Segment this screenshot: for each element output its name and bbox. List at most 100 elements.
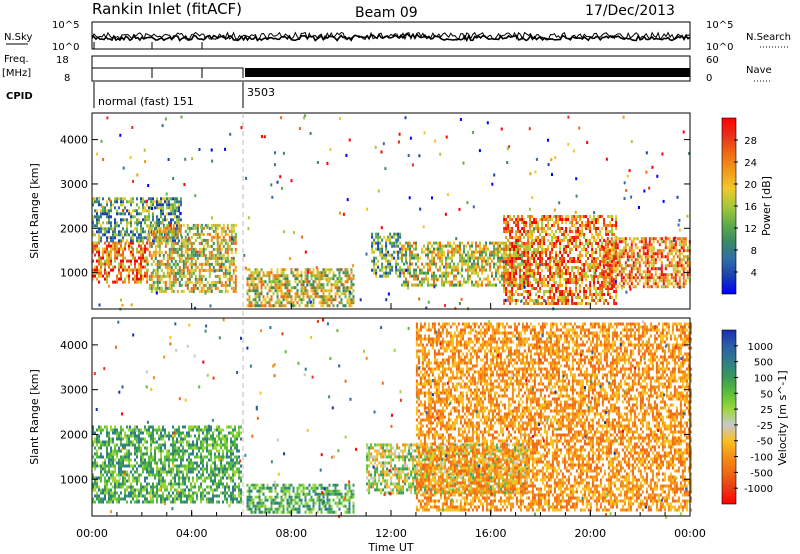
power-cell bbox=[593, 278, 596, 281]
power-cell bbox=[344, 274, 347, 278]
power-cell bbox=[326, 295, 329, 299]
power-cell bbox=[557, 299, 560, 302]
power-cell bbox=[156, 250, 159, 254]
power-cell bbox=[186, 250, 189, 254]
power-cell bbox=[130, 239, 132, 243]
power-cell bbox=[447, 253, 449, 257]
power-cell bbox=[575, 236, 578, 239]
power-cell bbox=[322, 289, 325, 293]
power-cell bbox=[511, 296, 514, 299]
freq-tick-top: 18 bbox=[56, 55, 69, 66]
power-cell bbox=[234, 274, 237, 278]
power-cell bbox=[461, 265, 463, 269]
power-cell bbox=[616, 258, 619, 262]
power-cell bbox=[192, 289, 195, 293]
power-cell bbox=[322, 268, 325, 272]
nave-tick-top: 60 bbox=[706, 55, 719, 66]
power-cell bbox=[258, 292, 261, 296]
power-cell bbox=[509, 233, 512, 236]
velocity-cell bbox=[130, 482, 132, 486]
power-cell bbox=[599, 290, 602, 293]
power-cell bbox=[156, 280, 159, 284]
power-cell bbox=[642, 282, 645, 286]
power-cell bbox=[611, 281, 614, 284]
power-cell bbox=[114, 265, 116, 269]
power-cell bbox=[276, 283, 279, 287]
power-cell bbox=[190, 262, 193, 266]
power-cell bbox=[114, 244, 116, 248]
velocity-cell bbox=[98, 425, 100, 429]
power-cell bbox=[330, 283, 333, 287]
power-cell bbox=[100, 212, 102, 216]
power-scatter-cell bbox=[247, 227, 250, 231]
power-cell bbox=[222, 265, 225, 269]
power-cell bbox=[278, 304, 281, 308]
power-cell bbox=[290, 295, 293, 299]
power-cell bbox=[523, 296, 526, 299]
power-cell bbox=[322, 298, 325, 302]
power-cell bbox=[268, 271, 271, 275]
power-cell bbox=[549, 287, 552, 290]
power-scatter-cell bbox=[623, 197, 626, 200]
power-cell bbox=[252, 277, 255, 281]
velocity-cell bbox=[128, 437, 130, 441]
power-cell bbox=[170, 209, 172, 213]
power-cell bbox=[513, 215, 516, 218]
power-cell bbox=[142, 209, 144, 213]
power-cell bbox=[180, 203, 182, 207]
power-cell bbox=[262, 274, 265, 278]
power-cell bbox=[531, 215, 534, 218]
power-cell bbox=[140, 253, 142, 257]
power-cell bbox=[146, 280, 148, 284]
power-cell bbox=[525, 242, 528, 245]
power-cell bbox=[140, 277, 142, 281]
power-cell bbox=[680, 252, 683, 256]
velocity-cell bbox=[134, 476, 136, 480]
power-cell bbox=[686, 255, 689, 259]
power-cell bbox=[158, 232, 161, 236]
power-cell bbox=[489, 241, 491, 245]
power-cell bbox=[294, 280, 297, 284]
power-cell bbox=[431, 244, 433, 248]
power-cell bbox=[174, 259, 177, 263]
power-cell bbox=[622, 249, 625, 253]
power-cell bbox=[134, 256, 136, 260]
power-cell bbox=[545, 278, 548, 281]
power-cell bbox=[164, 232, 167, 236]
power-cell bbox=[559, 218, 562, 221]
power-cell bbox=[160, 268, 163, 272]
power-scatter-cell bbox=[309, 300, 312, 304]
power-cell bbox=[116, 274, 118, 278]
power-cell bbox=[342, 286, 345, 290]
power-cell bbox=[555, 266, 558, 269]
power-cell bbox=[214, 283, 217, 287]
power-cell bbox=[296, 274, 299, 278]
power-cell bbox=[286, 298, 289, 302]
power-cell bbox=[409, 259, 411, 263]
power-cell bbox=[607, 281, 610, 284]
power-cell bbox=[411, 244, 413, 248]
power-cell bbox=[266, 301, 269, 305]
power-cell bbox=[519, 293, 522, 296]
power-cell bbox=[611, 233, 614, 236]
power-cell bbox=[585, 263, 588, 266]
power-cell bbox=[601, 257, 604, 260]
power-scatter-cell bbox=[219, 251, 222, 255]
power-cell bbox=[668, 261, 671, 265]
power-cell bbox=[491, 259, 493, 263]
velocity-cell bbox=[118, 446, 120, 450]
velocity-cell bbox=[150, 497, 152, 501]
power-cell bbox=[196, 277, 199, 281]
power-cell bbox=[230, 286, 233, 290]
power-scatter-cell bbox=[575, 177, 578, 181]
power-cell bbox=[216, 241, 219, 245]
power-cell bbox=[672, 258, 675, 262]
power-cell bbox=[581, 269, 584, 272]
velocity-cell bbox=[118, 494, 120, 498]
power-cell bbox=[648, 243, 651, 247]
power-cell bbox=[385, 253, 388, 257]
power-cell bbox=[678, 279, 681, 283]
power-cell bbox=[152, 283, 155, 287]
power-cell bbox=[218, 235, 221, 239]
power-cell bbox=[166, 212, 168, 216]
